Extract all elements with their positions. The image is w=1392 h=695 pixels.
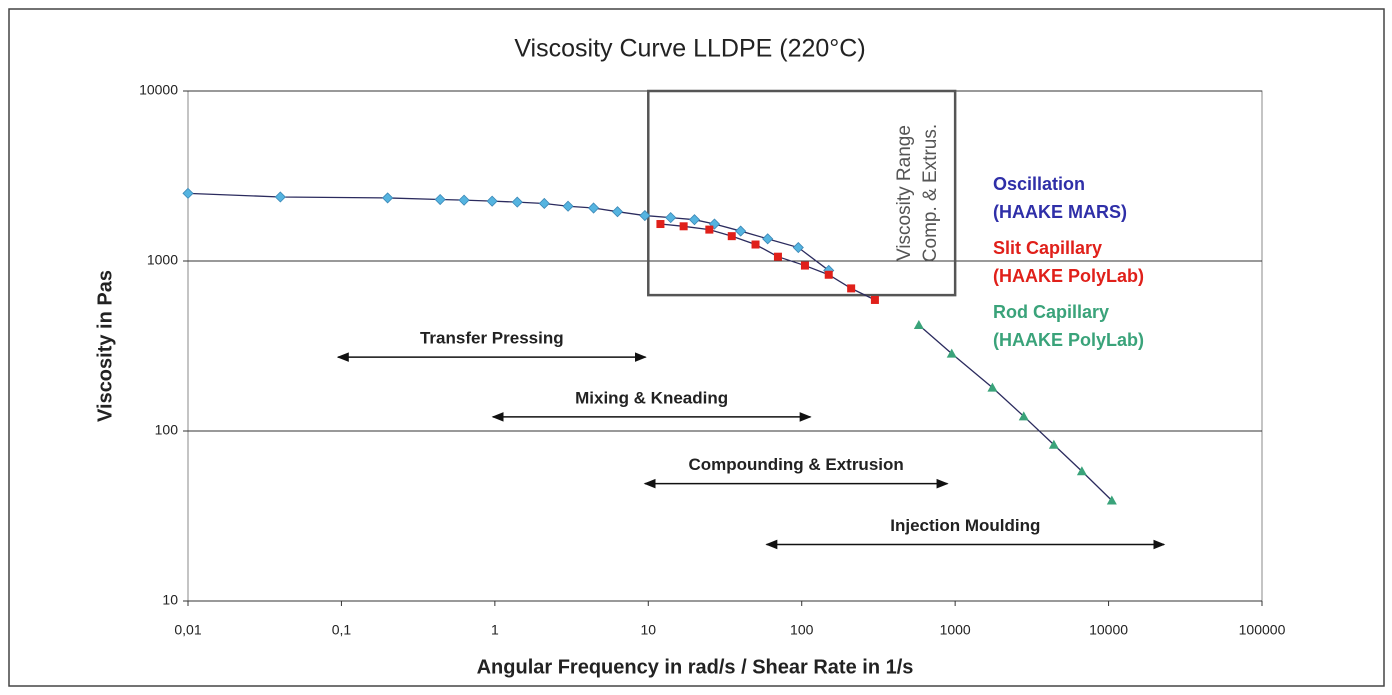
point: [987, 382, 998, 392]
y-axis-label: Viscosity in Pas: [94, 270, 116, 422]
box-label: Comp. & Extrus.: [920, 124, 941, 262]
x-tick-label: 0,01: [174, 622, 201, 638]
point: [1018, 411, 1029, 421]
point: [751, 240, 760, 249]
point: [705, 225, 714, 234]
series-line: [660, 223, 876, 301]
point: [274, 191, 286, 203]
point: [870, 295, 879, 304]
legend-label: (HAAKE MARS): [993, 202, 1127, 222]
x-tick-label: 10: [640, 622, 656, 638]
point: [182, 187, 194, 199]
point: [562, 200, 574, 212]
chart-title: Viscosity Curve LLDPE (220°C): [514, 35, 865, 63]
annotation: Transfer Pressing: [420, 329, 564, 348]
point: [847, 284, 856, 293]
point: [688, 214, 701, 226]
point: [458, 194, 470, 206]
point: [762, 233, 774, 245]
point: [708, 218, 721, 230]
legend-label: Oscillation: [993, 174, 1085, 194]
point: [773, 252, 782, 261]
point: [486, 195, 498, 207]
x-tick-label: 1000: [940, 622, 971, 638]
point: [800, 261, 809, 270]
point: [588, 202, 600, 214]
annotation: Mixing & Kneading: [575, 388, 728, 407]
x-tick-label: 10000: [1089, 622, 1128, 638]
series-line: [187, 192, 830, 271]
point: [511, 196, 523, 208]
point: [639, 210, 651, 222]
y-tick-label: 100: [155, 422, 179, 438]
point: [946, 348, 957, 358]
legend-label: Slit Capillary: [993, 238, 1102, 258]
x-tick-label: 100000: [1239, 622, 1286, 638]
point: [665, 212, 677, 224]
point: [727, 232, 736, 241]
point: [656, 220, 665, 229]
x-axis-label: Angular Frequency in rad/s / Shear Rate …: [477, 656, 914, 678]
box-label: Viscosity Range: [894, 125, 915, 261]
x-tick-label: 100: [790, 622, 814, 638]
point: [792, 241, 804, 254]
legend-label: (HAAKE PolyLab): [993, 266, 1144, 286]
point: [913, 320, 924, 330]
annotation: Injection Moulding: [890, 516, 1040, 535]
point: [382, 192, 394, 204]
point: [735, 225, 747, 237]
point: [824, 270, 833, 279]
y-tick-label: 1000: [147, 252, 178, 268]
point: [611, 206, 624, 218]
point: [434, 193, 446, 206]
point: [1076, 466, 1087, 476]
point: [1106, 495, 1117, 505]
point: [538, 197, 550, 210]
y-tick-label: 10000: [139, 82, 178, 98]
point: [1048, 439, 1059, 449]
legend-label: Rod Capillary: [993, 302, 1109, 322]
range-box: [647, 89, 957, 297]
point: [679, 222, 688, 231]
x-tick-label: 0,1: [332, 622, 352, 638]
x-tick-label: 1: [491, 622, 499, 638]
annotation: Compounding & Extrusion: [688, 455, 903, 474]
legend-label: (HAAKE PolyLab): [993, 330, 1144, 350]
y-tick-label: 10: [162, 592, 178, 608]
frame: [8, 8, 1385, 687]
